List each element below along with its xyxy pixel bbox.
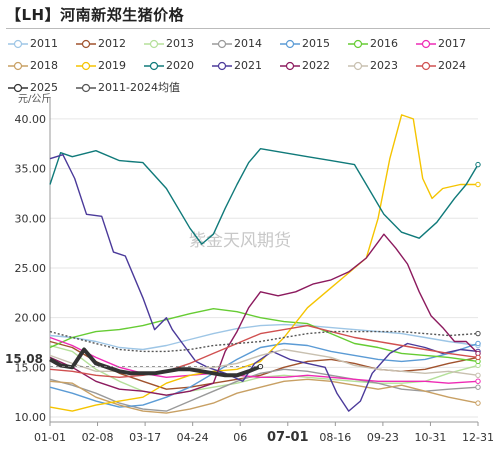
x-tick-label: 06 — [233, 431, 247, 444]
series-layer — [49, 114, 481, 414]
series-line-2020 — [49, 148, 479, 245]
chart-title: 【LH】河南新郑生猪价格 — [6, 6, 185, 24]
y-tick-label: 15.00 — [15, 361, 47, 374]
legend-swatch — [280, 39, 300, 49]
legend-swatch — [212, 61, 232, 71]
series-end-marker — [475, 384, 481, 390]
x-tick-label: 03-17 — [129, 431, 161, 444]
legend-swatch — [212, 39, 232, 49]
grid — [50, 118, 478, 418]
x-tick-label: 08-16 — [319, 431, 351, 444]
x-tick-label: 09-23 — [367, 431, 399, 444]
legend-label: 2019 — [98, 59, 126, 72]
y-tick-label: 35.00 — [15, 163, 47, 176]
series-end-marker — [475, 340, 481, 347]
legend-swatch — [144, 61, 164, 71]
series-line-2014 — [49, 368, 479, 412]
x-tick-label: 01-01 — [34, 431, 66, 444]
series-end-marker — [475, 372, 481, 378]
current-value-label: 15.08 — [5, 352, 43, 366]
legend-swatch — [280, 61, 300, 71]
x-tick-label: 12-31 — [462, 431, 494, 444]
legend-swatch — [8, 61, 28, 71]
series-line-2019 — [49, 114, 478, 412]
legend-label: 2021 — [234, 59, 262, 72]
legend-swatch — [416, 39, 436, 49]
legend-label: 2018 — [30, 59, 58, 72]
x-tick-label: 07-01 — [267, 430, 309, 445]
y-tick-label: 40.00 — [15, 113, 47, 126]
series-end-marker — [475, 181, 481, 188]
series-line-2025 — [49, 347, 262, 378]
legend-swatch — [76, 83, 96, 93]
series-line-2015 — [49, 342, 479, 408]
legend-swatch — [144, 39, 164, 49]
legend-label: 2013 — [166, 37, 194, 50]
legend-swatch — [76, 39, 96, 49]
series-line-2011-2024均值 — [49, 330, 479, 353]
series-line-2018 — [49, 378, 479, 414]
legend-label: 2012 — [98, 37, 126, 50]
y-tick-label: 10.00 — [15, 411, 47, 424]
series-end-marker — [475, 378, 481, 384]
y-axis-unit: 元/公斤 — [18, 93, 51, 105]
legend-swatch — [8, 83, 28, 93]
series-end-marker — [475, 161, 481, 168]
x-tick-label: 04-24 — [177, 431, 209, 444]
legend-label: 2020 — [166, 59, 194, 72]
legend-swatch — [348, 39, 368, 49]
series-end-marker — [475, 400, 481, 406]
legend-label: 2023 — [370, 59, 398, 72]
series-line-2011 — [49, 323, 479, 351]
y-tick-label: 20.00 — [15, 312, 47, 325]
legend-label: 2016 — [370, 37, 398, 50]
x-tick-label: 02-08 — [82, 431, 114, 444]
axes: 10.00 15.00 20.00 25.00 30.00 35.00 40.00 元/公斤 0… — [15, 93, 494, 445]
series-line-2024 — [49, 324, 479, 378]
series-line-2021 — [49, 154, 479, 412]
title-divider — [6, 28, 490, 29]
legend-label: 2025 — [30, 81, 58, 94]
series-end-marker — [475, 330, 481, 337]
legend-swatch — [416, 61, 436, 71]
legend-label: 2015 — [302, 37, 330, 50]
legend-label: 2024 — [438, 59, 466, 72]
watermark: 紫金天风期货 — [189, 231, 291, 251]
series-line-2016 — [49, 308, 479, 363]
legend-label: 2011 — [30, 37, 58, 50]
legend-label: 2014 — [234, 37, 262, 50]
y-tick-label: 25.00 — [15, 262, 47, 275]
series-end-marker — [475, 354, 481, 361]
legend-swatch — [8, 39, 28, 49]
y-tick-label: 30.00 — [15, 212, 47, 225]
x-tick-label: 10-31 — [414, 431, 446, 444]
legend: 2011 2012 2013 2014 2015 2016 2017 2018 2019 2020… — [0, 34, 495, 100]
legend-swatch — [76, 61, 96, 71]
legend-label: 2022 — [302, 59, 330, 72]
legend-swatch — [348, 61, 368, 71]
legend-label: 2011-2024均值 — [98, 81, 180, 94]
series-line-2022 — [49, 233, 479, 396]
legend-label: 2017 — [438, 37, 466, 50]
series-line-2017 — [49, 336, 479, 384]
